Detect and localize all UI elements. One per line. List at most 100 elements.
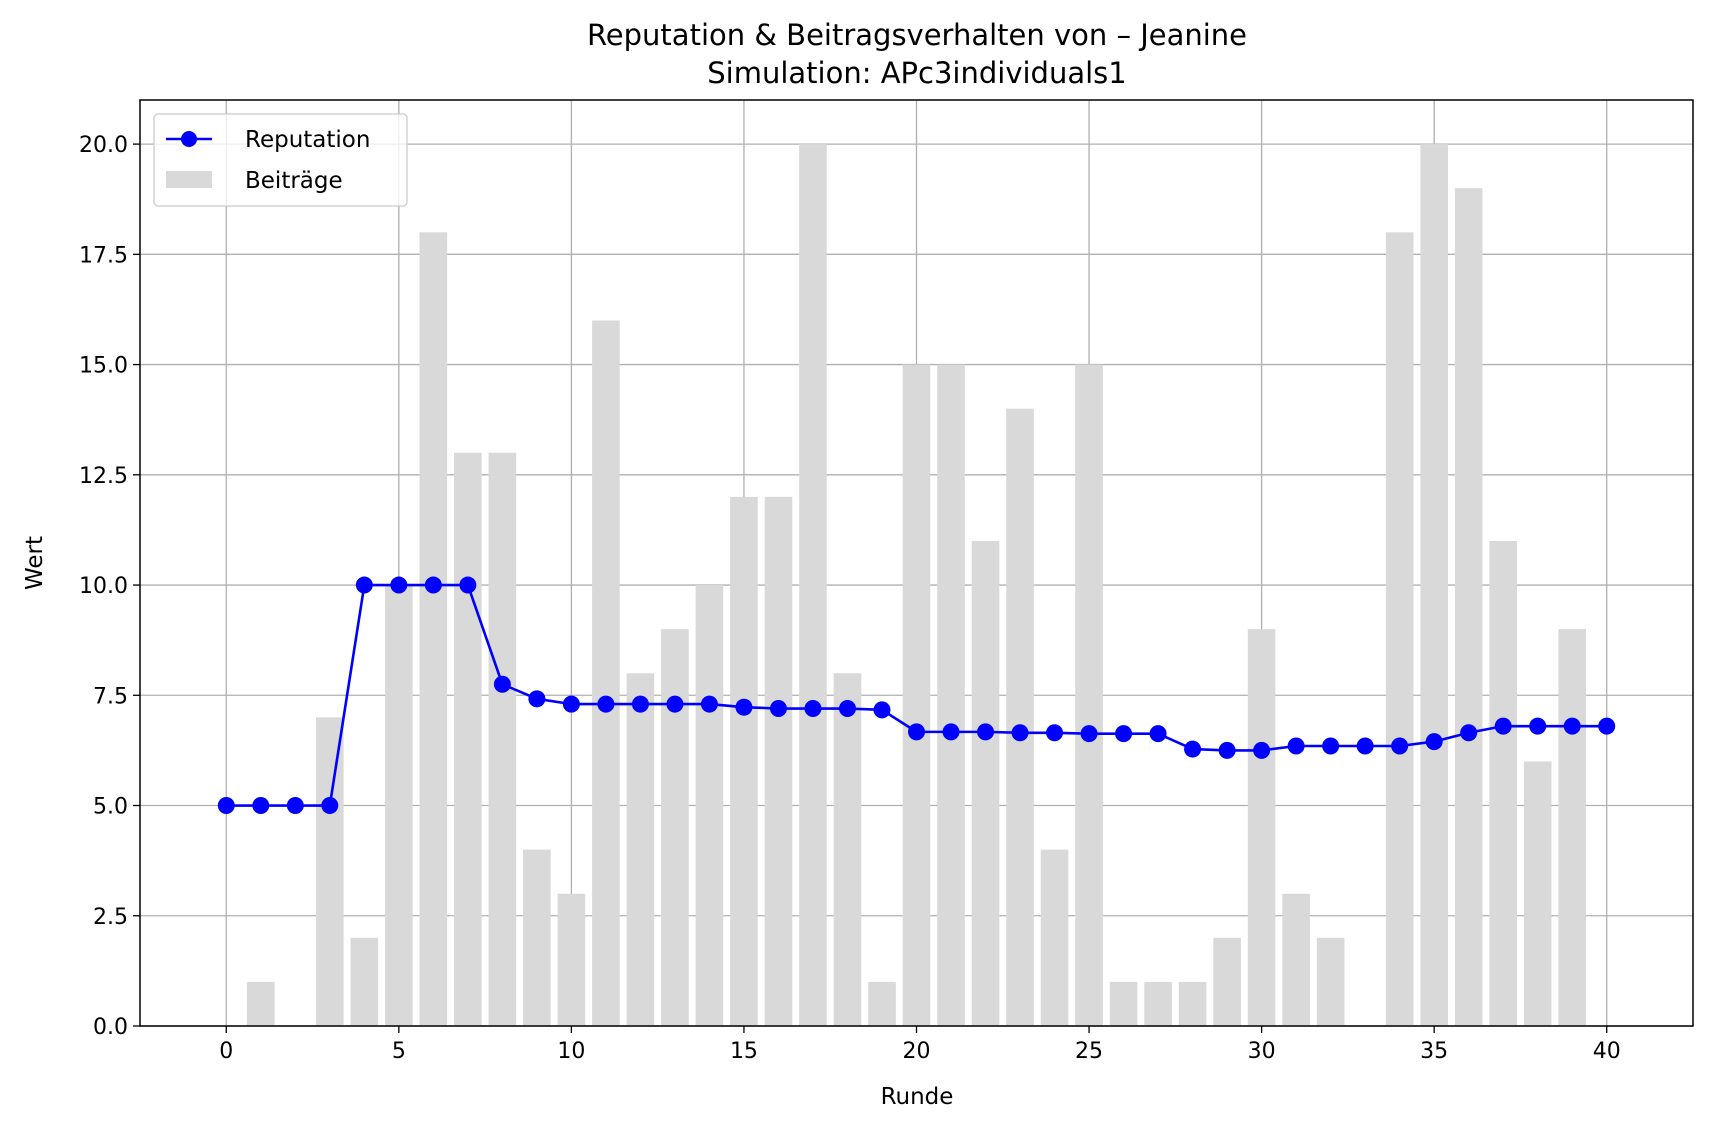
legend-box (153, 113, 408, 207)
data-point (528, 690, 546, 708)
y-axis-label: Wert (22, 536, 48, 590)
data-point (769, 700, 787, 718)
data-point (1046, 724, 1064, 742)
y-tick-label: 7.5 (93, 684, 128, 709)
legend-beitraege-swatch (166, 171, 212, 188)
bar (937, 364, 965, 1027)
y-tick-label: 20.0 (79, 133, 128, 158)
x-tick-label: 10 (557, 1039, 585, 1064)
data-point (1425, 733, 1443, 751)
legend: Reputation Beiträge (153, 113, 408, 207)
data-point (1184, 740, 1202, 758)
x-tick-label: 30 (1248, 1039, 1276, 1064)
bar (1420, 144, 1448, 1027)
chart-title: Reputation & Beitragsverhalten von – Jea… (587, 18, 1247, 52)
data-point (1494, 717, 1512, 735)
x-axis-label: Runde (881, 1084, 954, 1110)
data-point (1287, 737, 1305, 755)
bar (488, 452, 517, 1026)
data-point (1218, 741, 1236, 759)
data-point (597, 695, 615, 713)
y-axis-ticks: 0.0 2.5 5.0 7.5 10.0 12.5 15.0 17.5 20.0 (79, 133, 140, 1040)
data-point (493, 675, 511, 693)
y-tick-label: 17.5 (79, 243, 128, 268)
bar (626, 673, 655, 1026)
bar (799, 144, 827, 1027)
bar (661, 629, 689, 1026)
bar (1558, 629, 1587, 1026)
bar (1247, 629, 1276, 1026)
y-tick-label: 2.5 (93, 905, 128, 930)
bar (1109, 981, 1138, 1026)
legend-reputation-label: Reputation (245, 127, 370, 153)
bar (454, 452, 482, 1026)
data-point (1529, 717, 1547, 735)
y-tick-label: 5.0 (93, 795, 128, 820)
bar (592, 320, 620, 1026)
bar-series-beitraege (246, 144, 1587, 1027)
data-point (908, 723, 925, 741)
y-tick-label: 12.5 (79, 464, 128, 489)
x-tick-label: 35 (1420, 1039, 1448, 1064)
bar (1178, 981, 1207, 1026)
data-point (942, 723, 960, 741)
chart-subtitle: Simulation: APc3individuals1 (707, 56, 1126, 90)
data-point (390, 576, 408, 594)
data-point (1598, 717, 1616, 735)
data-point (873, 701, 891, 719)
x-tick-label: 15 (730, 1039, 758, 1064)
data-point (1080, 725, 1098, 743)
bar (833, 673, 862, 1026)
legend-beitraege-label: Beiträge (245, 168, 343, 194)
bar (1489, 540, 1517, 1026)
bar (350, 937, 379, 1026)
data-point (1115, 725, 1133, 743)
bar (971, 540, 1000, 1026)
data-point (1460, 724, 1478, 742)
data-point (355, 576, 373, 594)
x-tick-label: 40 (1593, 1039, 1621, 1064)
bar (557, 893, 586, 1026)
data-point (1149, 725, 1167, 743)
data-point (977, 723, 995, 741)
bar (316, 717, 344, 1026)
bar (1454, 188, 1483, 1026)
bar (1006, 408, 1034, 1027)
data-point (424, 576, 442, 594)
bar (1282, 893, 1310, 1026)
y-tick-label: 10.0 (79, 574, 128, 599)
x-axis-ticks: 0 5 10 15 20 25 30 35 40 (219, 1026, 1621, 1064)
bar (385, 585, 413, 1026)
bar (764, 496, 793, 1026)
data-point (1563, 717, 1581, 735)
bar (695, 585, 724, 1026)
data-point (321, 797, 339, 815)
bar (1040, 849, 1069, 1026)
bar (902, 364, 931, 1027)
data-point (1322, 737, 1340, 755)
bar (1144, 981, 1172, 1026)
bar (246, 981, 275, 1026)
data-point (1253, 741, 1271, 759)
bar (1213, 937, 1241, 1026)
y-tick-label: 0.0 (93, 1015, 128, 1040)
bar (1075, 364, 1103, 1027)
data-point (1011, 724, 1029, 742)
data-point (838, 700, 856, 718)
data-point (286, 797, 304, 815)
data-point (252, 797, 270, 815)
bar (1316, 937, 1345, 1026)
legend-reputation-marker (181, 131, 197, 147)
bar (868, 981, 896, 1026)
bar (730, 496, 758, 1026)
data-point (700, 695, 718, 713)
data-point (562, 695, 580, 713)
data-point (735, 698, 753, 716)
bar (523, 849, 551, 1026)
y-tick-label: 15.0 (79, 354, 128, 379)
x-tick-label: 0 (219, 1039, 233, 1064)
line-series-reputation (217, 576, 1616, 815)
data-point (217, 797, 235, 815)
x-tick-label: 25 (1075, 1039, 1103, 1064)
